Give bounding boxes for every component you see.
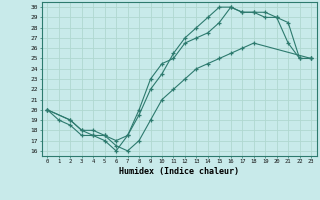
X-axis label: Humidex (Indice chaleur): Humidex (Indice chaleur) xyxy=(119,167,239,176)
